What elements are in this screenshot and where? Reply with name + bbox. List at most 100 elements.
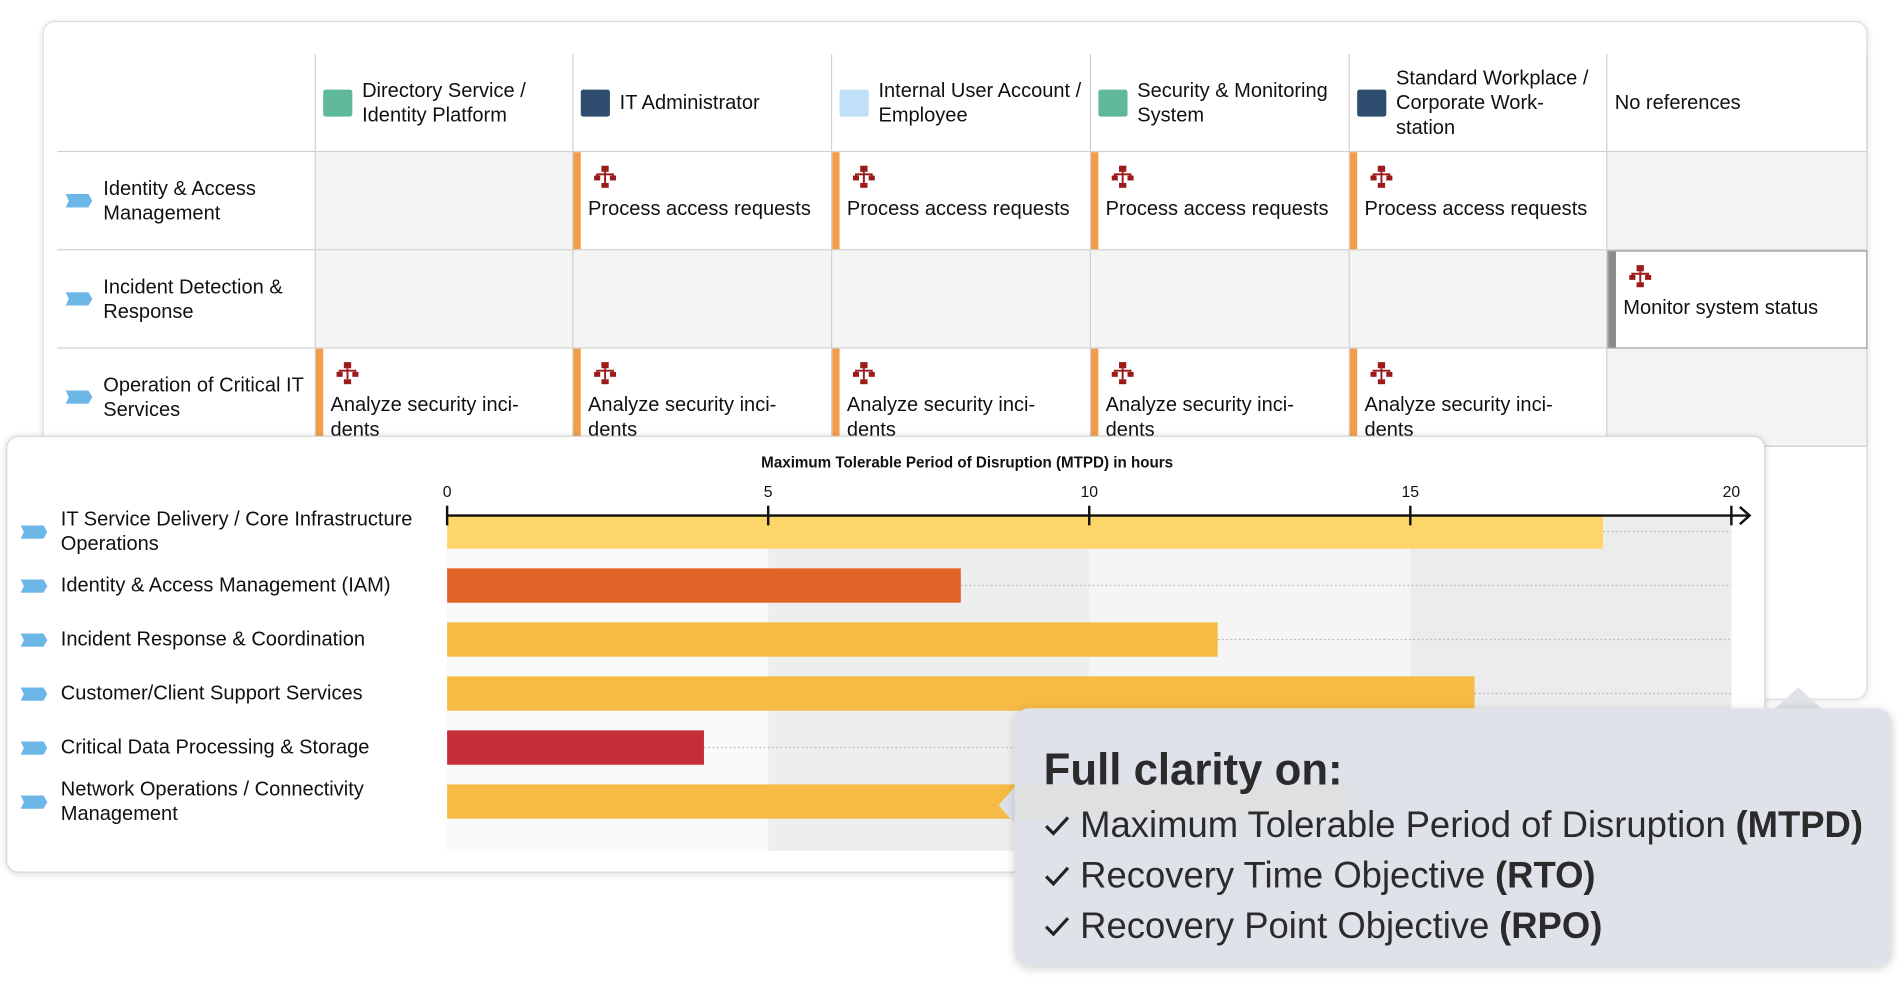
cell-text: Monitor system status <box>1623 297 1819 320</box>
category-text: Identity & Access Management (IAM) <box>60 574 391 597</box>
bar <box>447 568 961 603</box>
column-label: No references <box>1614 91 1741 114</box>
category-icon <box>20 525 48 539</box>
category-label: Critical Data Processing & Storage <box>61 723 438 772</box>
row-header: Operation of Critical IT Services <box>57 348 316 447</box>
x-tick-label: 5 <box>764 484 773 501</box>
cell-marker <box>573 348 581 446</box>
category-text: Customer/Client Support Services <box>60 682 363 705</box>
check-icon <box>1044 905 1080 953</box>
cell-marker <box>1349 348 1358 446</box>
row-header: Incident Detection & Response <box>57 250 316 349</box>
process-icon <box>1629 265 1652 288</box>
item-acronym: (RTO) <box>1495 855 1596 897</box>
x-tick-label: 10 <box>1080 484 1098 501</box>
empty-cell <box>1607 348 1868 447</box>
empty-cell <box>315 250 574 349</box>
callout-pointer-top <box>1773 687 1823 710</box>
x-axis-arrow <box>1739 506 1752 526</box>
process-icon <box>852 362 875 385</box>
x-tick-label: 20 <box>1723 484 1741 501</box>
bar <box>447 676 1475 711</box>
process-cell: Process access requests <box>1091 152 1350 251</box>
empty-cell <box>1349 250 1608 349</box>
empty-cell <box>573 250 833 349</box>
empty-cell <box>1607 152 1868 251</box>
cell-marker <box>573 152 581 250</box>
category-label: Identity & Access Management (IAM) <box>61 561 438 610</box>
x-tick-label: 15 <box>1402 484 1420 501</box>
check-mark <box>1044 816 1070 836</box>
column-icon <box>839 88 869 116</box>
column-icon <box>1357 88 1387 116</box>
category-label: Incident Response & Coordination <box>61 615 438 664</box>
cell-text: Process access requests <box>1105 197 1329 220</box>
row-header: Identity & Access Management <box>57 152 316 251</box>
empty-cell <box>1091 250 1350 349</box>
column-header: Directory Service / Identity Platform <box>315 54 574 153</box>
category-text: Incident Response & Coordination <box>60 628 366 651</box>
cell-text: Process access requests <box>588 197 811 220</box>
callout-title: Full clarity on: <box>1043 743 1343 795</box>
row-label: Identity & Access Management <box>103 177 256 225</box>
cell-marker <box>1608 251 1616 348</box>
empty-cell <box>832 250 1092 349</box>
process-icon <box>852 165 875 188</box>
column-header: Security & Monitoring System <box>1091 54 1350 153</box>
row-icon <box>65 292 93 306</box>
item-text: Recovery Point Objective <box>1080 905 1490 947</box>
category-icon <box>20 741 48 755</box>
cell-text: Analyze security inci-dents <box>1364 394 1553 441</box>
category-text: IT Service Delivery / Core Infrastructur… <box>60 508 413 555</box>
category-text: Network Operations / Connectivity Manage… <box>60 778 364 825</box>
category-label: IT Service Delivery / Core Infrastructur… <box>61 507 438 556</box>
column-icon <box>1098 88 1128 116</box>
column-icon <box>580 88 610 116</box>
cell-text: Analyze security inci-dents <box>588 394 777 441</box>
cell-text: Process access requests <box>846 197 1070 220</box>
process-icon <box>1370 165 1393 188</box>
process-icon <box>1111 362 1134 385</box>
x-tick-label: 0 <box>443 484 452 501</box>
process-cell: Analyze security inci-dents <box>1091 348 1350 447</box>
chart-title: Maximum Tolerable Period of Disruption (… <box>761 455 1173 472</box>
column-label: Directory Service / Identity Platform <box>362 79 526 126</box>
column-header: Internal User Account / Employee <box>832 54 1092 153</box>
row-label: Operation of Critical IT Services <box>103 373 304 421</box>
category-icon <box>20 633 48 647</box>
column-label: IT Administrator <box>619 91 760 114</box>
category-text: Critical Data Processing & Storage <box>60 736 370 759</box>
callout-item: Maximum Tolerable Period of Disruption (M… <box>1044 802 1892 852</box>
bar <box>447 514 1603 549</box>
column-header: IT Administrator <box>573 54 833 153</box>
cell-text: Analyze security inci-dents <box>330 394 519 441</box>
process-icon <box>336 362 359 385</box>
process-cell: Process access requests <box>573 152 833 251</box>
row-label: Incident Detection & Response <box>103 275 283 323</box>
cell-text: Process access requests <box>1364 197 1588 220</box>
category-label: Customer/Client Support Services <box>61 669 438 718</box>
callout-items: Maximum Tolerable Period of Disruption (M… <box>1044 802 1892 953</box>
column-label: Standard Workplace / Corporate Work-stat… <box>1396 66 1589 139</box>
cell-marker <box>832 348 840 446</box>
header-corner <box>57 54 316 153</box>
column-label: Security & Monitoring System <box>1137 79 1328 126</box>
process-icon <box>594 165 617 188</box>
column-icon <box>323 88 353 116</box>
cell-marker <box>1091 348 1099 446</box>
process-icon <box>594 362 617 385</box>
bar <box>447 622 1218 657</box>
cell-marker <box>315 348 324 446</box>
category-icon <box>20 795 48 809</box>
cell-marker <box>832 152 840 250</box>
process-cell: Process access requests <box>1349 152 1608 251</box>
process-cell: Monitor system status <box>1607 250 1868 349</box>
callout-item: Recovery Time Objective (RTO) <box>1044 852 1892 902</box>
callout-item: Recovery Point Objective (RPO) <box>1044 902 1892 952</box>
check-mark <box>1044 866 1070 887</box>
process-cell: Analyze security inci-dents <box>832 348 1092 447</box>
process-icon <box>1111 165 1134 188</box>
bar <box>447 730 704 765</box>
process-icon <box>1370 362 1393 385</box>
